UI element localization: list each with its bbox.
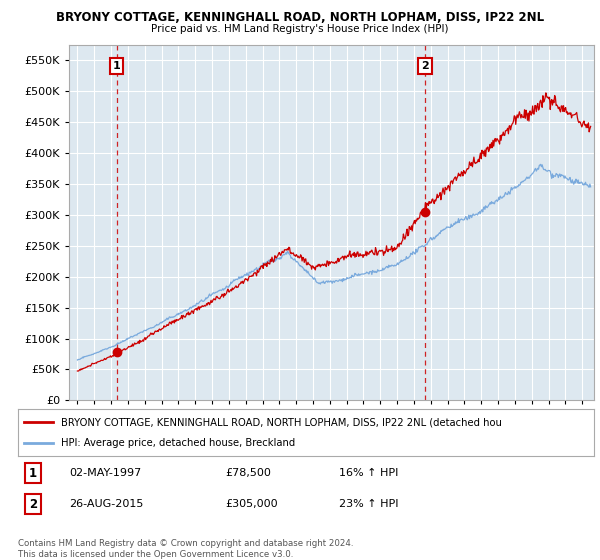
Text: BRYONY COTTAGE, KENNINGHALL ROAD, NORTH LOPHAM, DISS, IP22 2NL (detached hou: BRYONY COTTAGE, KENNINGHALL ROAD, NORTH … <box>61 417 502 427</box>
Text: 16% ↑ HPI: 16% ↑ HPI <box>339 468 398 478</box>
Text: £78,500: £78,500 <box>225 468 271 478</box>
Text: Contains HM Land Registry data © Crown copyright and database right 2024.
This d: Contains HM Land Registry data © Crown c… <box>18 539 353 559</box>
Text: 02-MAY-1997: 02-MAY-1997 <box>69 468 141 478</box>
Text: 23% ↑ HPI: 23% ↑ HPI <box>339 499 398 509</box>
Text: £305,000: £305,000 <box>225 499 278 509</box>
Text: 26-AUG-2015: 26-AUG-2015 <box>69 499 143 509</box>
Text: HPI: Average price, detached house, Breckland: HPI: Average price, detached house, Brec… <box>61 438 295 448</box>
Text: 1: 1 <box>113 61 121 71</box>
Text: 2: 2 <box>29 497 37 511</box>
Text: 2: 2 <box>421 61 429 71</box>
Text: 1: 1 <box>29 466 37 480</box>
Text: Price paid vs. HM Land Registry's House Price Index (HPI): Price paid vs. HM Land Registry's House … <box>151 24 449 34</box>
Text: BRYONY COTTAGE, KENNINGHALL ROAD, NORTH LOPHAM, DISS, IP22 2NL: BRYONY COTTAGE, KENNINGHALL ROAD, NORTH … <box>56 11 544 24</box>
